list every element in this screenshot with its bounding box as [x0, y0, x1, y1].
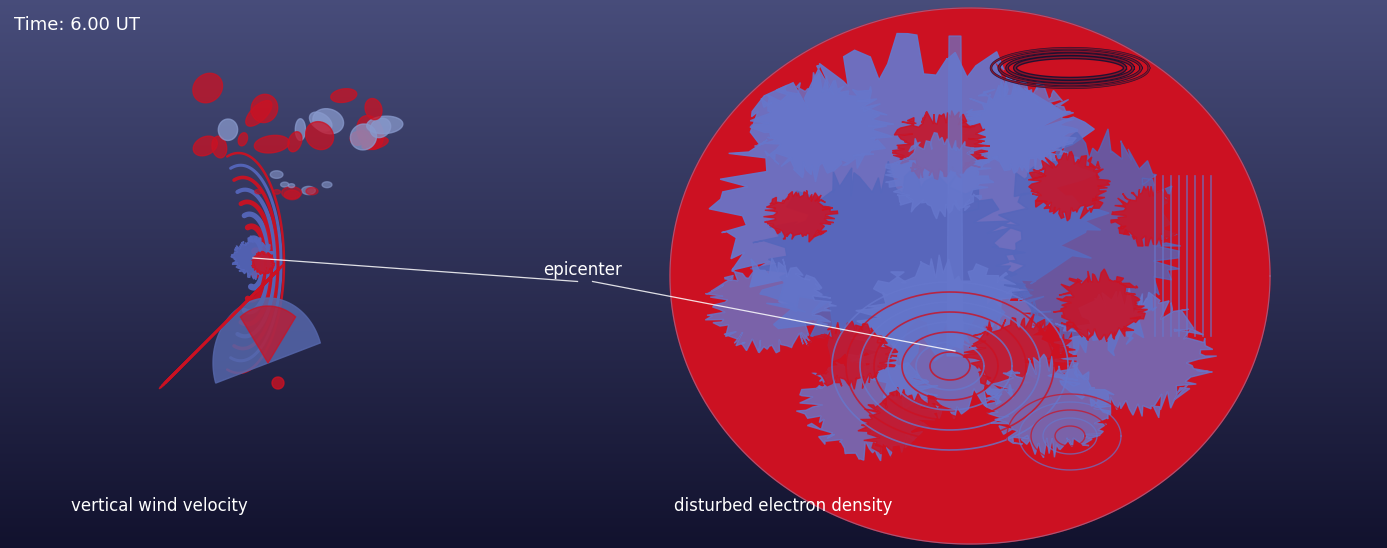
Polygon shape — [313, 109, 344, 134]
Polygon shape — [350, 132, 365, 145]
Polygon shape — [251, 94, 277, 123]
Polygon shape — [1028, 152, 1111, 221]
Polygon shape — [309, 112, 331, 131]
Polygon shape — [273, 190, 280, 194]
Polygon shape — [171, 272, 277, 378]
Polygon shape — [254, 135, 290, 153]
Polygon shape — [356, 116, 384, 150]
Polygon shape — [351, 124, 376, 150]
Polygon shape — [280, 182, 288, 187]
Polygon shape — [370, 118, 391, 138]
Polygon shape — [358, 130, 372, 141]
Polygon shape — [365, 99, 381, 119]
Polygon shape — [169, 267, 282, 378]
Text: vertical wind velocity: vertical wind velocity — [71, 497, 248, 515]
Polygon shape — [1047, 288, 1216, 418]
Polygon shape — [270, 171, 283, 178]
Polygon shape — [796, 351, 942, 461]
Polygon shape — [963, 79, 1078, 173]
Polygon shape — [947, 36, 963, 356]
Polygon shape — [212, 136, 226, 158]
Polygon shape — [160, 269, 279, 389]
Polygon shape — [366, 116, 402, 134]
Polygon shape — [272, 377, 284, 389]
Polygon shape — [892, 111, 990, 180]
Polygon shape — [709, 33, 1110, 353]
Polygon shape — [171, 275, 275, 379]
Polygon shape — [160, 266, 280, 387]
Polygon shape — [983, 354, 1114, 458]
Polygon shape — [168, 265, 283, 379]
Text: disturbed electron density: disturbed electron density — [674, 497, 893, 515]
Polygon shape — [161, 265, 283, 386]
Polygon shape — [193, 136, 218, 156]
Polygon shape — [330, 89, 356, 102]
Polygon shape — [239, 133, 247, 146]
Polygon shape — [165, 276, 272, 384]
Polygon shape — [193, 73, 222, 103]
Polygon shape — [288, 184, 294, 187]
Polygon shape — [164, 264, 284, 383]
Polygon shape — [859, 387, 961, 464]
Polygon shape — [160, 271, 276, 389]
Polygon shape — [161, 273, 273, 388]
Polygon shape — [750, 161, 1025, 373]
Polygon shape — [1053, 269, 1147, 341]
Polygon shape — [763, 190, 838, 242]
Polygon shape — [322, 182, 331, 187]
Polygon shape — [255, 189, 262, 194]
Polygon shape — [168, 276, 273, 381]
Polygon shape — [165, 264, 284, 382]
Polygon shape — [245, 100, 272, 126]
Polygon shape — [307, 187, 318, 195]
Polygon shape — [670, 8, 1270, 544]
Polygon shape — [295, 119, 305, 140]
Polygon shape — [251, 251, 275, 275]
Polygon shape — [750, 72, 895, 182]
Polygon shape — [232, 236, 273, 280]
Polygon shape — [214, 298, 320, 383]
Polygon shape — [850, 255, 1053, 420]
Polygon shape — [706, 258, 836, 353]
Polygon shape — [999, 129, 1180, 356]
Polygon shape — [164, 275, 272, 386]
Polygon shape — [218, 119, 237, 140]
Polygon shape — [171, 270, 280, 377]
Polygon shape — [362, 137, 388, 150]
Polygon shape — [885, 133, 994, 219]
Polygon shape — [240, 306, 295, 363]
Polygon shape — [804, 321, 897, 389]
Polygon shape — [282, 187, 301, 199]
Polygon shape — [963, 314, 1078, 399]
Polygon shape — [284, 190, 300, 199]
Text: Time: 6.00 UT: Time: 6.00 UT — [14, 16, 140, 35]
Polygon shape — [301, 186, 315, 195]
Polygon shape — [305, 122, 333, 150]
Polygon shape — [288, 132, 302, 152]
Polygon shape — [1111, 185, 1190, 247]
Text: epicenter: epicenter — [544, 261, 621, 279]
